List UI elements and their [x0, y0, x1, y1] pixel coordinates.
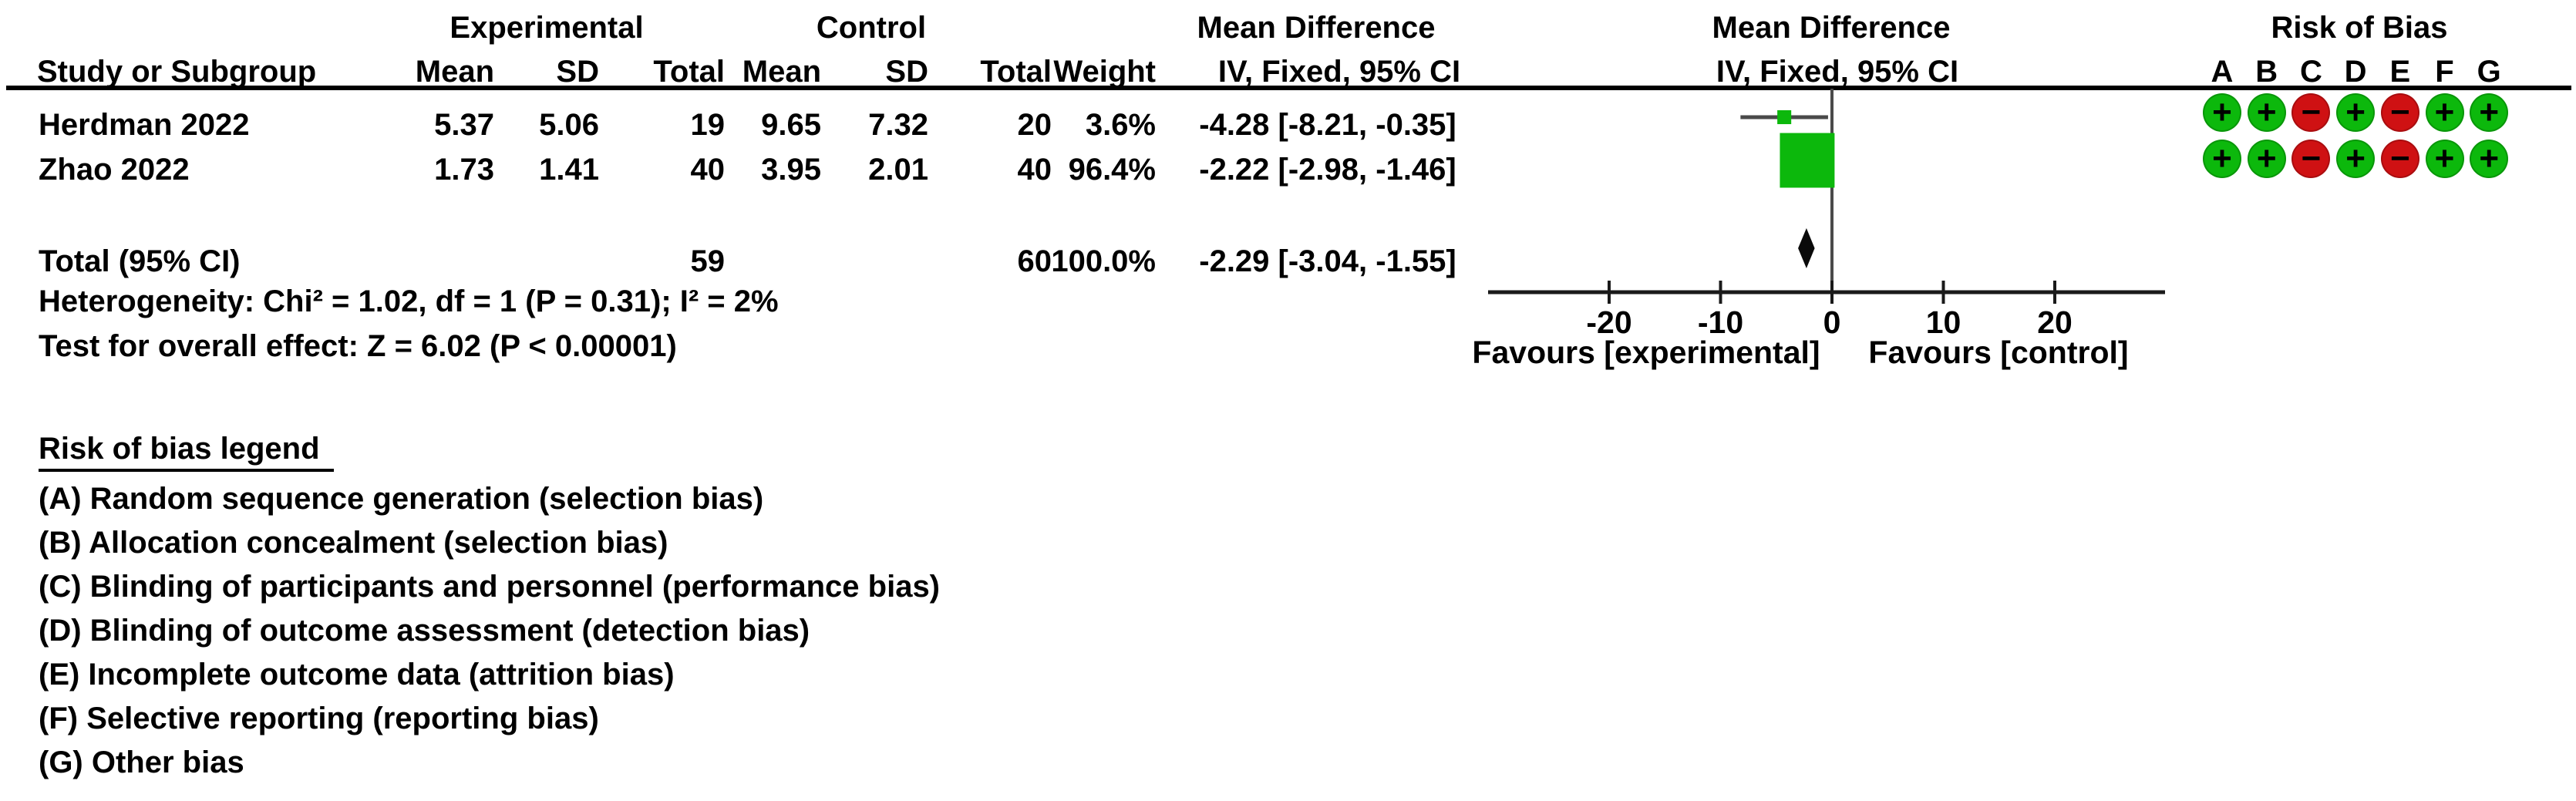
- study-name: Herdman 2022: [39, 108, 250, 142]
- weight: 3.6%: [1085, 108, 1156, 142]
- rob-low-risk-icon: +: [2470, 140, 2509, 178]
- rob-low-risk-icon: +: [2247, 140, 2286, 178]
- rob-column-letter-a: A: [2211, 55, 2234, 89]
- favours-control-label: Favours [control]: [1868, 335, 2128, 370]
- favours-experimental-label: Favours [experimental]: [1472, 335, 1820, 370]
- mean-ctrl: 3.95: [761, 153, 821, 187]
- rob-legend-item: (G) Other bias: [39, 745, 244, 779]
- axis-tick-label: 20: [2037, 305, 2073, 340]
- header-study: Study or Subgroup: [37, 55, 317, 89]
- heterogeneity-stat: Heterogeneity: Chi² = 1.02, df = 1 (P = …: [39, 284, 779, 318]
- total-exp: 19: [690, 108, 726, 142]
- rob-column-letter-f: F: [2435, 55, 2454, 89]
- header-total-ctrl: Total: [980, 55, 1052, 89]
- header-sd-exp: SD: [556, 55, 599, 89]
- col-group-mean-difference-plot: Mean Difference: [1712, 11, 1951, 45]
- rob-high-risk-icon: −: [2380, 93, 2419, 132]
- sd-ctrl: 2.01: [868, 153, 928, 187]
- overall-effect-stat: Test for overall effect: Z = 6.02 (P < 0…: [39, 329, 677, 363]
- rob-low-risk-icon: +: [2470, 93, 2509, 132]
- total-exp: 40: [690, 153, 726, 187]
- sd-ctrl: 7.32: [868, 108, 928, 142]
- effect-square: [1780, 133, 1835, 188]
- header-separator-line: [6, 86, 2571, 90]
- rob-legend-item: (D) Blinding of outcome assessment (dete…: [39, 614, 810, 648]
- mean-ctrl: 9.65: [761, 108, 821, 142]
- total-n-ctrl: 60: [1017, 244, 1052, 278]
- total-label: Total (95% CI): [39, 244, 241, 278]
- rob-legend-item: (C) Blinding of participants and personn…: [39, 570, 941, 604]
- summary-diamond: [1798, 228, 1815, 268]
- rob-legend-item: (A) Random sequence generation (selectio…: [39, 482, 764, 516]
- col-group-risk-of-bias: Risk of Bias: [2271, 11, 2448, 45]
- rob-low-risk-icon: +: [2425, 93, 2464, 132]
- rob-high-risk-icon: −: [2380, 140, 2419, 178]
- header-sd-ctrl: SD: [885, 55, 928, 89]
- rob-legend-item: (F) Selective reporting (reporting bias): [39, 702, 599, 735]
- header-iv-fixed-ci-plot: IV, Fixed, 95% CI: [1716, 55, 1959, 89]
- rob-low-risk-icon: +: [2203, 140, 2241, 178]
- total-weight: 100.0%: [1051, 244, 1156, 278]
- md-ci-text: -2.22 [-2.98, -1.46]: [1199, 153, 1456, 187]
- header-total-exp: Total: [653, 55, 725, 89]
- effect-square: [1777, 109, 1792, 125]
- total-md-ci-text: -2.29 [-3.04, -1.55]: [1199, 244, 1456, 278]
- col-group-experimental: Experimental: [450, 11, 644, 45]
- md-ci-text: -4.28 [-8.21, -0.35]: [1199, 108, 1456, 142]
- rob-column-letter-g: G: [2477, 55, 2501, 89]
- axis-tick-label: 10: [1926, 305, 1961, 340]
- header-weight: Weight: [1053, 55, 1156, 89]
- axis-tick-label: -10: [1698, 305, 1743, 340]
- rob-low-risk-icon: +: [2425, 140, 2464, 178]
- rob-low-risk-icon: +: [2336, 140, 2376, 178]
- header-iv-fixed-ci-text: IV, Fixed, 95% CI: [1217, 55, 1461, 89]
- rob-low-risk-icon: +: [2247, 93, 2286, 132]
- rob-high-risk-icon: −: [2291, 140, 2331, 178]
- sd-exp: 1.41: [539, 153, 599, 187]
- total-ctrl: 40: [1017, 153, 1052, 187]
- axis-tick-label: 0: [1823, 305, 1841, 340]
- rob-legend-title: Risk of bias legend: [39, 432, 334, 472]
- total-n-exp: 59: [690, 244, 726, 278]
- rob-column-letter-e: E: [2389, 55, 2411, 89]
- rob-column-letter-d: D: [2344, 55, 2367, 89]
- rob-high-risk-icon: −: [2291, 93, 2331, 132]
- sd-exp: 5.06: [539, 108, 599, 142]
- rob-low-risk-icon: +: [2336, 93, 2376, 132]
- mean-exp: 5.37: [434, 108, 494, 142]
- header-mean-exp: Mean: [415, 55, 494, 89]
- col-group-control: Control: [816, 11, 927, 45]
- rob-legend-item: (B) Allocation concealment (selection bi…: [39, 526, 668, 560]
- rob-legend-item: (E) Incomplete outcome data (attrition b…: [39, 658, 675, 692]
- axis-tick-label: -20: [1586, 305, 1631, 340]
- weight: 96.4%: [1068, 153, 1156, 187]
- total-ctrl: 20: [1017, 108, 1052, 142]
- rob-column-letter-c: C: [2299, 55, 2322, 89]
- col-group-mean-difference-text: Mean Difference: [1197, 11, 1436, 45]
- rob-low-risk-icon: +: [2203, 93, 2241, 132]
- rob-column-letter-b: B: [2255, 55, 2278, 89]
- mean-exp: 1.73: [434, 153, 494, 187]
- header-mean-ctrl: Mean: [742, 55, 821, 89]
- study-name: Zhao 2022: [39, 153, 190, 187]
